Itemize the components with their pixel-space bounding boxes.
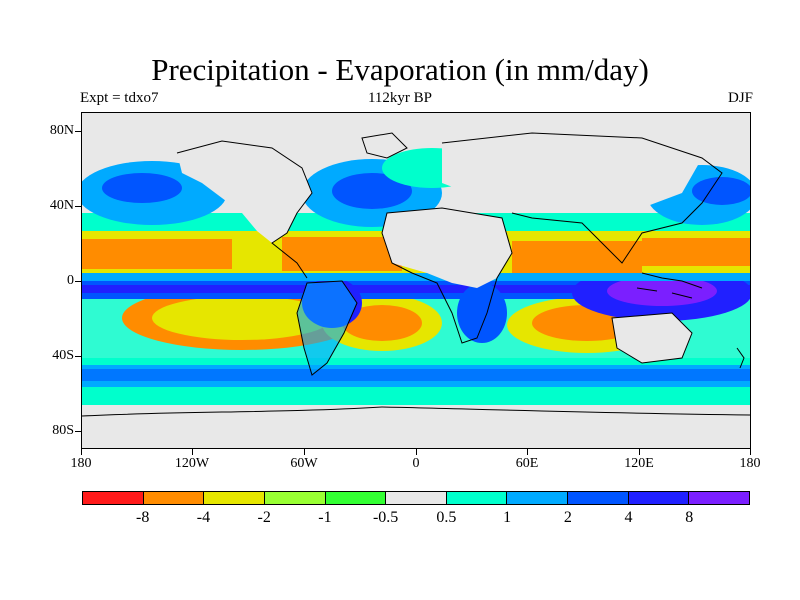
lat-tick-40s	[75, 356, 81, 357]
maritime-continent-coastline	[636, 272, 703, 299]
south-america-land	[297, 281, 357, 375]
color-legend-label: -4	[196, 509, 211, 526]
lat-tick-80s	[75, 431, 81, 432]
color-swatch-7	[507, 492, 569, 504]
lon-label-120w: 120W	[174, 456, 210, 471]
lat-tick-80n	[75, 131, 81, 132]
coastlines	[82, 132, 750, 417]
lon-tick-180w	[81, 449, 82, 455]
lon-tick-60e	[527, 449, 528, 455]
southern-storm-track-polar	[82, 387, 750, 405]
south-atlantic-dry-zone-core	[342, 305, 422, 341]
western-pacific-dry-zone	[642, 238, 750, 266]
southern-storm-track-core	[82, 369, 750, 381]
color-legend-label: 8	[685, 509, 694, 526]
color-legend-label: 4	[624, 509, 633, 526]
southern-africa-wet-zone	[457, 283, 507, 343]
lon-tick-120e	[639, 449, 640, 455]
color-swatch-10	[689, 492, 750, 504]
color-legend-label: -1	[318, 509, 332, 526]
itcz-core	[82, 285, 750, 293]
experiment-label: Expt = tdxo7	[80, 90, 159, 106]
north-equatorial-transition	[82, 273, 750, 281]
north-pacific-storm-track-core	[102, 173, 182, 203]
lat-label-40n: 40N	[49, 198, 74, 213]
australia-land	[612, 313, 692, 363]
lon-label-180e: 180	[739, 456, 761, 471]
color-legend-bar	[82, 491, 750, 505]
africa-coastline	[381, 207, 513, 344]
lat-label-80s: 80S	[52, 423, 74, 438]
eurasia-coastline	[441, 132, 723, 264]
lon-label-60e: 60E	[515, 456, 539, 471]
color-swatch-5	[386, 492, 447, 504]
color-legend-label: 0.5	[436, 509, 457, 526]
north-pacific-dry-zone	[82, 239, 232, 269]
period-label: 112kyr BP	[367, 90, 433, 106]
south-pacific-dry-zone-core	[152, 296, 332, 340]
eurasia-land	[442, 133, 702, 213]
lat-tick-0	[75, 281, 81, 282]
north-america-land	[177, 141, 312, 243]
color-swatch-9	[628, 492, 690, 504]
lon-tick-120w	[192, 449, 193, 455]
color-swatch-4	[325, 492, 387, 504]
lon-label-180w: 180	[70, 456, 92, 471]
north-atlantic-storm-track-core	[332, 173, 412, 209]
west-pacific-storm-track-core	[692, 177, 750, 205]
antarctica-land	[82, 408, 750, 448]
arabian-sea-dry-zone	[512, 241, 642, 273]
season-label: DJF	[727, 90, 753, 106]
color-legend-label: -2	[257, 509, 271, 526]
color-legend-label: -0.5	[372, 509, 399, 526]
antarctica-coastline	[82, 406, 750, 417]
plot-title: Precipitation - Evaporation (in mm/day)	[151, 52, 649, 87]
color-legend-label: 2	[563, 509, 572, 526]
color-legend-label: -8	[136, 509, 150, 526]
lat-label-80n: 80N	[49, 123, 74, 138]
color-swatch-8	[568, 492, 629, 504]
color-swatch-1	[143, 492, 205, 504]
color-swatch-6	[446, 492, 508, 504]
map-panel	[81, 112, 751, 449]
greenland-coastline	[361, 132, 408, 159]
lon-label-0: 0	[412, 456, 420, 471]
lon-label-60w: 60W	[290, 456, 318, 471]
north-america-coastline	[176, 140, 313, 279]
color-swatch-2	[204, 492, 265, 504]
north-atlantic-dry-zone	[282, 237, 402, 271]
australia-coastline	[611, 312, 693, 364]
lon-tick-180e	[750, 449, 751, 455]
south-america-coastline	[296, 280, 358, 376]
color-swatch-3	[264, 492, 326, 504]
lon-label-120e: 120E	[624, 456, 654, 471]
lat-label-0: 0	[67, 273, 74, 288]
lat-label-40s: 40S	[52, 348, 74, 363]
new-zealand-coastline	[736, 347, 745, 369]
lon-tick-0	[416, 449, 417, 455]
color-legend-label: 1	[503, 509, 512, 526]
lon-tick-60w	[304, 449, 305, 455]
lat-tick-40n	[75, 206, 81, 207]
sahara-land	[382, 208, 512, 288]
arctic-region	[82, 113, 750, 135]
color-swatch-0	[83, 492, 144, 504]
precipitation-evaporation-map	[82, 113, 750, 448]
